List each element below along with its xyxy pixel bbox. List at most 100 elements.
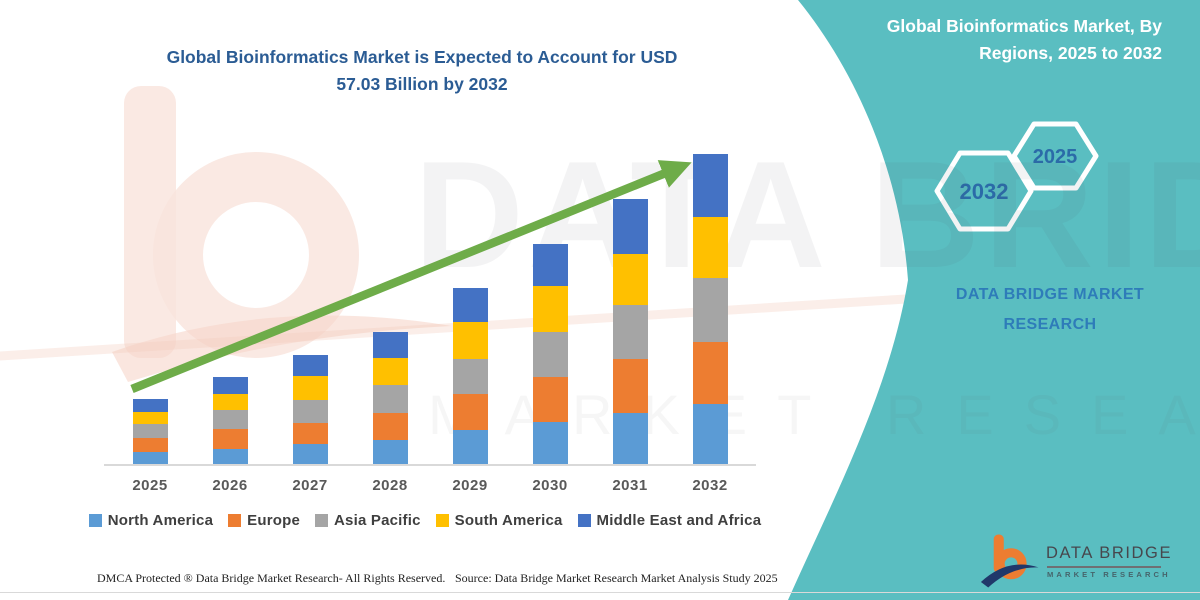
legend-item: Asia Pacific (315, 512, 421, 529)
chart-legend: North America Europe Asia Pacific South Ame… (85, 512, 765, 529)
stacked-bar-2029 (452, 287, 488, 465)
bar-segment-2031 (612, 198, 648, 254)
bar-segment-2031 (612, 304, 648, 360)
chart-title-line2: 57.03 Billion by 2032 (336, 73, 508, 94)
legend-label: South America (454, 512, 563, 529)
x-axis-label-2030: 2030 (532, 477, 568, 494)
bar-segment-2027 (292, 354, 328, 377)
chart-title: Global Bioinformatics Market is Expected… (108, 44, 736, 97)
legend-swatch (577, 514, 591, 527)
stacked-bar-2025 (132, 399, 168, 465)
bar-segment-2025 (132, 438, 168, 452)
bar-slot-2032 (670, 138, 750, 465)
bar-segment-2026 (212, 429, 248, 450)
x-axis-label-2027: 2027 (292, 477, 328, 494)
bar-segment-2032 (692, 277, 728, 342)
bar-slot-2026 (190, 138, 270, 465)
legend-label: North America (107, 512, 214, 529)
bar-segment-2029 (452, 393, 488, 430)
bottom-divider (0, 592, 1200, 593)
x-axis-label-2028: 2028 (372, 477, 408, 494)
bar-segment-2028 (372, 358, 408, 386)
chart-title-line1: Global Bioinformatics Market is Expected… (166, 47, 678, 67)
bar-segment-2029 (452, 358, 488, 394)
bar-slot-2025 (110, 138, 190, 465)
bar-slot-2027 (270, 138, 350, 465)
legend-swatch (435, 514, 449, 527)
bar-segment-2029 (452, 322, 488, 359)
stacked-bar-2032 (692, 153, 728, 465)
bar-segment-2026 (212, 393, 248, 411)
bar-segment-2025 (132, 399, 168, 413)
bar-segment-2027 (292, 376, 328, 400)
side-panel-brand-line1: DATA BRIDGE MARKET (955, 286, 1145, 303)
bar-segment-2028 (372, 412, 408, 441)
side-panel-heading-line1: Global Bioinformatics Market, By (886, 16, 1162, 36)
stacked-bar-2030 (532, 243, 568, 465)
bar-segment-2028 (372, 385, 408, 413)
bar-segment-2025 (132, 423, 168, 439)
bar-segment-2027 (292, 399, 328, 423)
side-panel-heading: Global Bioinformatics Market, By Regions… (802, 13, 1162, 66)
bar-segment-2027 (292, 422, 328, 445)
legend-swatch (88, 514, 102, 527)
bar-segment-2031 (612, 253, 648, 305)
x-axis-line (104, 464, 756, 466)
bar-segment-2030 (532, 421, 568, 465)
bar-segment-2030 (532, 286, 568, 333)
bar-segment-2031 (612, 359, 648, 413)
footer-source-text: Source: Data Bridge Market Research Mark… (455, 571, 778, 585)
bar-segment-2025 (132, 451, 168, 465)
side-panel-heading-line2: Regions, 2025 to 2032 (979, 42, 1162, 63)
data-bridge-logo: DATA BRIDGE MARKET RESEARCH (980, 532, 1180, 590)
side-panel-brand-text: DATA BRIDGE MARKET RESEARCH (940, 280, 1160, 339)
bar-segment-2032 (692, 216, 728, 278)
bar-segment-2026 (212, 449, 248, 465)
logo-sub-text: MARKET RESEARCH (1047, 570, 1171, 579)
stacked-bar-2026 (212, 377, 248, 465)
logo-brand-text: DATA BRIDGE (1046, 544, 1173, 562)
bar-segment-2026 (212, 410, 248, 430)
logo-divider (1047, 566, 1161, 568)
bar-segment-2032 (692, 403, 728, 465)
legend-item: South America (435, 512, 563, 529)
legend-item: Middle East and Africa (577, 512, 762, 529)
bar-segment-2029 (452, 287, 488, 323)
stacked-bar-2028 (372, 331, 408, 465)
x-axis-label-2026: 2026 (212, 477, 248, 494)
bar-slot-2028 (350, 138, 430, 465)
x-axis-label-2031: 2031 (612, 477, 648, 494)
bar-slot-2031 (590, 138, 670, 465)
bar-segment-2030 (532, 332, 568, 378)
bar-slot-2029 (430, 138, 510, 465)
hexagon-year-2032: 2032 (960, 179, 1009, 204)
x-axis-label-2032: 2032 (692, 477, 728, 494)
legend-item: North America (88, 512, 214, 529)
bar-segment-2025 (132, 412, 168, 424)
bar-segment-2031 (612, 412, 648, 465)
side-panel-brand-line2: RESEARCH (1003, 315, 1097, 333)
bar-segment-2028 (372, 440, 408, 465)
footer-dmca-text: DMCA Protected ® Data Bridge Market Rese… (97, 571, 446, 585)
bar-segment-2032 (692, 153, 728, 217)
bar-slot-2030 (510, 138, 590, 465)
bar-chart-plot-area (110, 138, 750, 465)
bar-segment-2026 (212, 377, 248, 394)
legend-swatch (228, 514, 242, 527)
hexagon-2032: 2032 (934, 150, 1034, 232)
bar-segment-2032 (692, 341, 728, 404)
x-axis-label-2025: 2025 (132, 477, 168, 494)
bar-segment-2028 (372, 331, 408, 359)
x-axis-labels: 2025 2026 2027 2028 2029 2030 2031 2032 (110, 477, 750, 494)
hexagon-year-2025: 2025 (1033, 146, 1078, 168)
legend-label: Asia Pacific (334, 512, 421, 529)
bar-segment-2029 (452, 429, 488, 465)
legend-item: Europe (228, 512, 300, 529)
bar-segment-2027 (292, 444, 328, 465)
bar-segment-2030 (532, 377, 568, 422)
stacked-bar-2031 (612, 198, 648, 465)
bar-segment-2030 (532, 243, 568, 287)
x-axis-label-2029: 2029 (452, 477, 488, 494)
